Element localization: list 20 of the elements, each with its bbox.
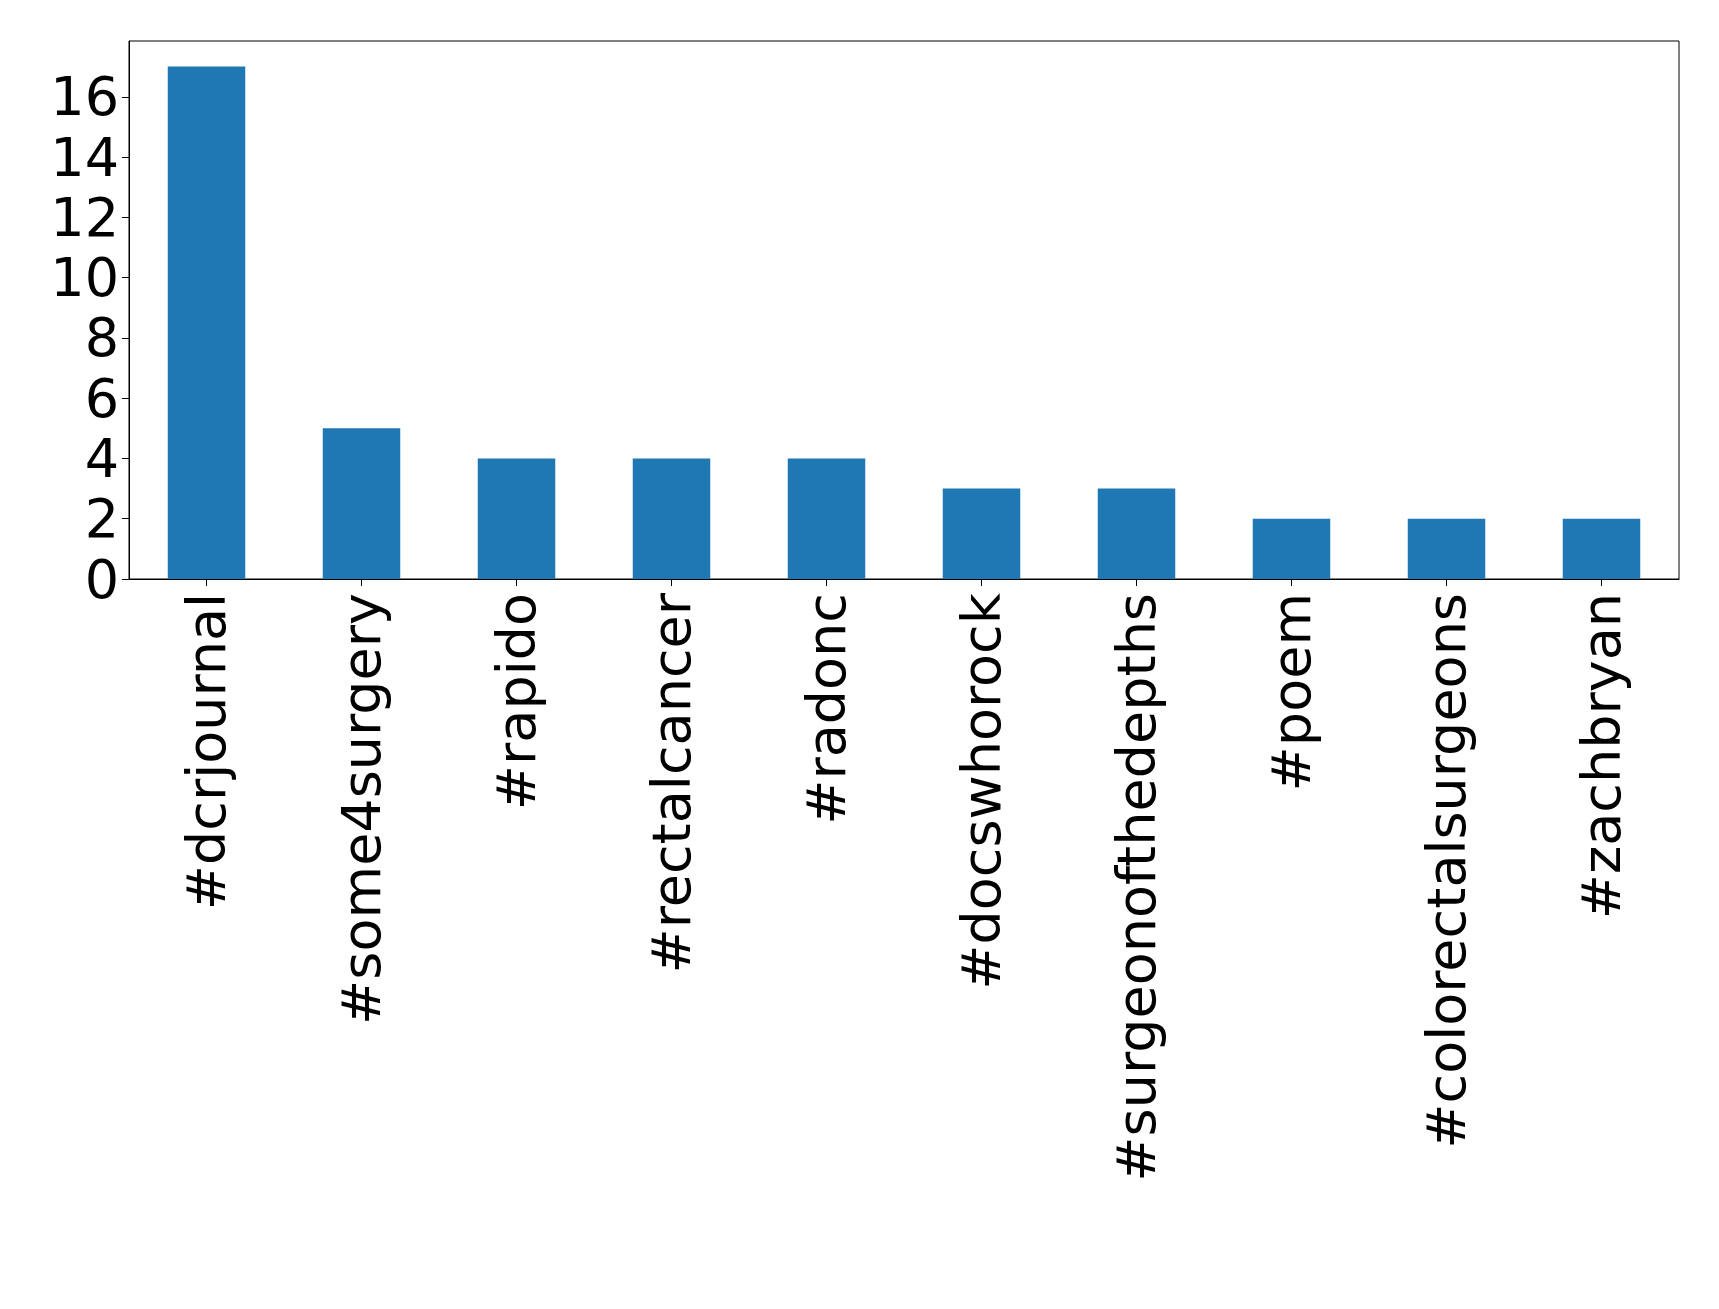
bar (322, 428, 401, 579)
x-tick-label: #some4surgery (330, 593, 393, 1025)
x-tick-label: #colorectalsurgeons (1415, 593, 1478, 1149)
x-tick-label: #radonc (795, 593, 858, 825)
bar (1407, 518, 1486, 579)
bar (632, 458, 711, 579)
x-tick-label: #zachbryan (1570, 593, 1633, 920)
x-tick-label: #rapido (485, 593, 548, 811)
x-tick-label: #poem (1260, 593, 1323, 792)
bar (167, 66, 246, 579)
x-tick-label: #rectalcancer (640, 592, 703, 974)
bar (477, 458, 556, 579)
bar (787, 458, 866, 579)
x-tick-label: #dcrjournal (175, 593, 238, 911)
x-tick-label: #docswhorock (950, 592, 1013, 990)
x-tick-label: #surgeonofthedepths (1105, 593, 1168, 1182)
bar (1097, 488, 1176, 579)
bar (1252, 518, 1331, 579)
bar (942, 488, 1021, 579)
bar (1562, 518, 1641, 579)
